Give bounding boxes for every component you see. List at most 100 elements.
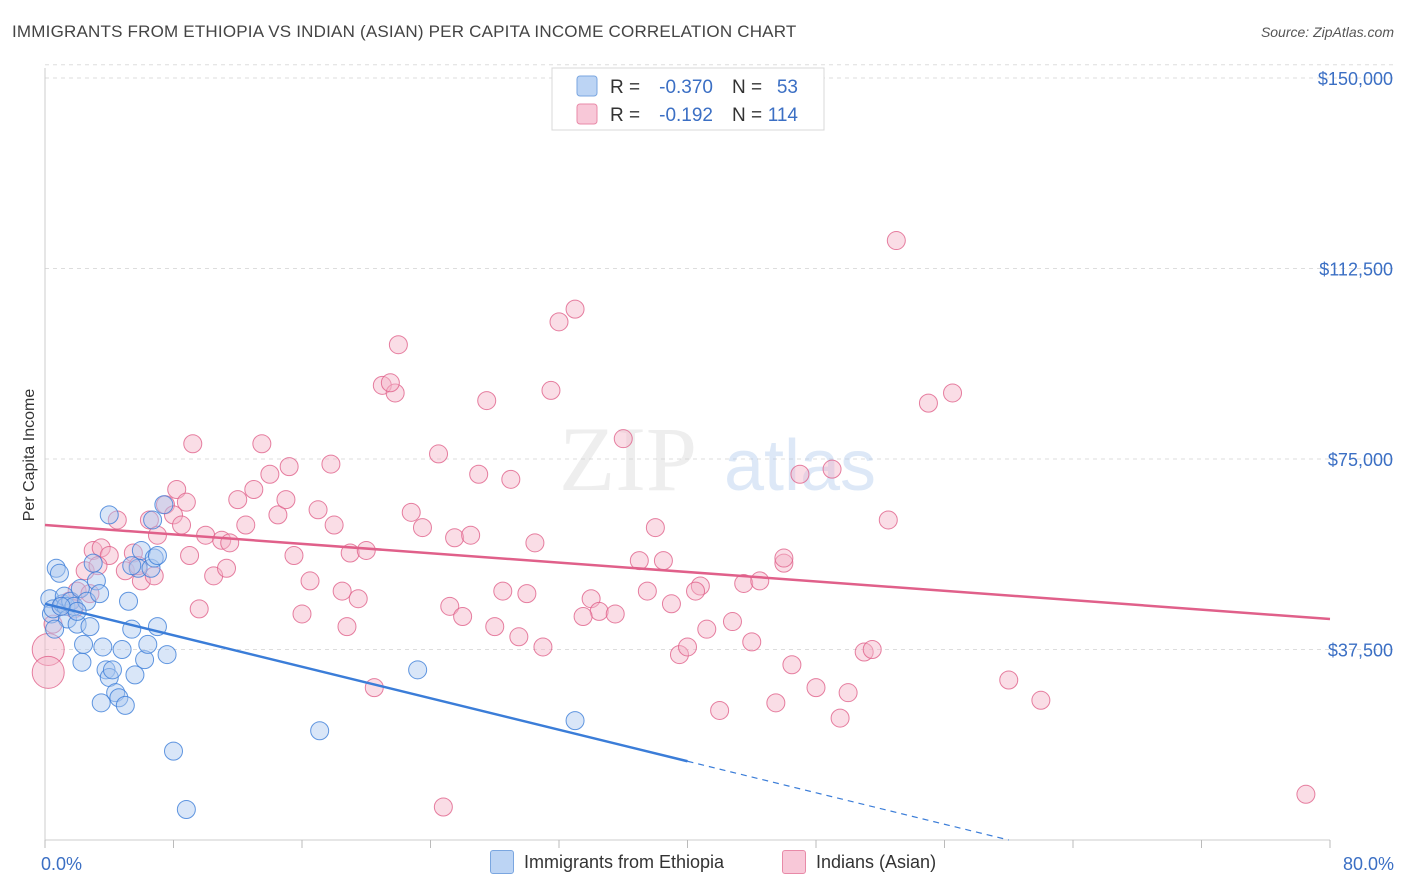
data-point bbox=[774, 553, 794, 573]
data-point bbox=[164, 741, 183, 761]
x-tick-label: 80.0% bbox=[1343, 854, 1394, 874]
data-point bbox=[485, 617, 505, 637]
data-point bbox=[143, 510, 163, 530]
data-point bbox=[401, 502, 421, 522]
data-point bbox=[252, 434, 272, 454]
legend-swatch-blue bbox=[490, 850, 514, 874]
trend-line-ethiopia bbox=[44, 602, 688, 763]
data-point bbox=[669, 645, 689, 665]
data-point bbox=[91, 693, 111, 713]
data-point bbox=[565, 711, 585, 731]
data-point bbox=[565, 299, 585, 319]
data-point bbox=[918, 393, 938, 413]
data-point bbox=[167, 479, 187, 499]
data-point bbox=[854, 642, 874, 662]
data-point bbox=[385, 383, 405, 403]
data-point bbox=[509, 627, 529, 647]
axes bbox=[44, 68, 1331, 848]
y-tick-label: $37,500 bbox=[1328, 641, 1393, 661]
legend-swatch bbox=[576, 75, 598, 97]
data-point bbox=[750, 571, 770, 591]
data-point bbox=[637, 581, 657, 601]
data-point bbox=[525, 533, 545, 553]
x-tick-label: 0.0% bbox=[41, 854, 82, 874]
data-point bbox=[806, 678, 826, 698]
data-point bbox=[138, 634, 158, 654]
legend-item-ethiopia[interactable]: Immigrants from Ethiopia bbox=[490, 850, 724, 874]
data-point bbox=[157, 645, 177, 665]
legend-r-label: R = bbox=[610, 77, 640, 98]
data-point bbox=[348, 589, 368, 609]
data-point bbox=[99, 505, 119, 525]
data-point bbox=[710, 700, 730, 720]
data-point bbox=[790, 464, 810, 484]
data-point bbox=[31, 633, 65, 666]
legend-swatch bbox=[576, 103, 598, 125]
legend-swatch-pink bbox=[782, 850, 806, 874]
data-point bbox=[782, 655, 802, 675]
data-point bbox=[183, 434, 203, 454]
data-point bbox=[90, 584, 110, 604]
data-point bbox=[613, 429, 633, 449]
data-point bbox=[742, 632, 762, 652]
data-point bbox=[461, 525, 481, 545]
data-point bbox=[236, 515, 256, 535]
legend-item-indians[interactable]: Indians (Asian) bbox=[782, 850, 936, 874]
y-tick-label: $75,000 bbox=[1328, 450, 1393, 470]
data-point bbox=[131, 571, 151, 591]
tick-labels: $37,500 $75,000 $112,500 $150,000 0.0% 80.0% bbox=[41, 69, 1394, 874]
data-point bbox=[433, 797, 453, 817]
data-point bbox=[141, 558, 161, 578]
series-legend: Immigrants from Ethiopia Indians (Asian) bbox=[0, 850, 1406, 880]
data-point bbox=[878, 510, 898, 530]
data-point bbox=[605, 604, 625, 624]
data-point bbox=[734, 573, 754, 593]
data-point bbox=[88, 556, 108, 576]
data-point bbox=[308, 500, 328, 520]
data-point bbox=[774, 548, 794, 568]
data-point bbox=[541, 380, 561, 400]
data-point bbox=[228, 490, 248, 510]
data-point bbox=[135, 650, 155, 670]
y-tick-label: $150,000 bbox=[1318, 69, 1393, 89]
grid-lines bbox=[45, 64, 1395, 650]
data-point bbox=[943, 383, 963, 403]
data-point bbox=[886, 231, 906, 251]
watermark-atlas: atlas bbox=[724, 426, 876, 506]
data-point bbox=[645, 518, 665, 538]
data-point bbox=[115, 695, 135, 715]
source-label: Source: ZipAtlas.com bbox=[1260, 24, 1394, 40]
data-point bbox=[119, 591, 139, 611]
data-point bbox=[469, 464, 489, 484]
data-point bbox=[46, 558, 66, 578]
data-point bbox=[212, 530, 232, 550]
data-point bbox=[54, 586, 74, 606]
data-point bbox=[661, 594, 681, 614]
trend-lines bbox=[44, 523, 1331, 841]
legend-r-value: -0.370 bbox=[659, 77, 713, 98]
data-point bbox=[217, 558, 237, 578]
data-point bbox=[429, 444, 449, 464]
data-point bbox=[279, 457, 299, 477]
data-point bbox=[300, 571, 320, 591]
data-point bbox=[147, 546, 167, 566]
data-point bbox=[176, 800, 196, 820]
data-point bbox=[284, 546, 304, 566]
data-point bbox=[722, 612, 742, 632]
watermark: ZIP atlas bbox=[559, 408, 876, 510]
data-point bbox=[453, 606, 473, 626]
data-point bbox=[862, 640, 882, 659]
legend-label-indians: Indians (Asian) bbox=[816, 851, 937, 872]
data-point bbox=[172, 515, 192, 535]
data-point bbox=[1296, 784, 1316, 804]
data-point bbox=[332, 581, 352, 601]
legend-n-value: 53 bbox=[777, 77, 798, 98]
data-point bbox=[408, 660, 428, 680]
data-point bbox=[493, 581, 513, 601]
data-point bbox=[697, 619, 717, 639]
data-point bbox=[321, 454, 341, 474]
data-point bbox=[93, 637, 113, 657]
data-point bbox=[45, 619, 65, 639]
data-point bbox=[653, 551, 673, 571]
data-point bbox=[80, 584, 100, 604]
